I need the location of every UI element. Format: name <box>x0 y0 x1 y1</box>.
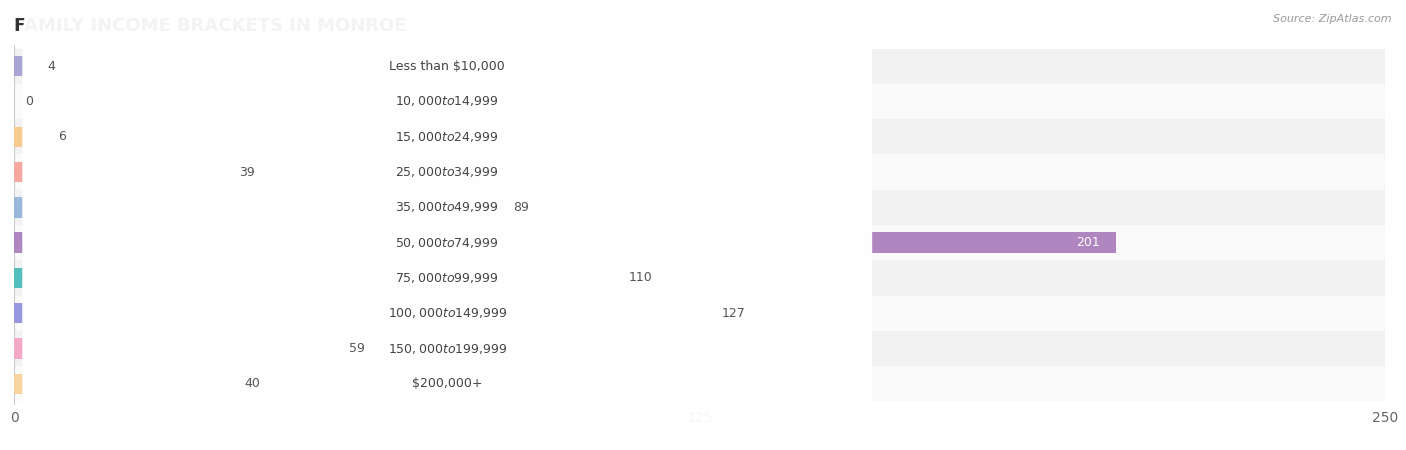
FancyBboxPatch shape <box>22 322 872 446</box>
Bar <box>14 366 1385 401</box>
Bar <box>14 296 1385 331</box>
Text: Less than $10,000: Less than $10,000 <box>389 60 505 73</box>
Bar <box>14 232 1116 253</box>
FancyBboxPatch shape <box>22 287 872 410</box>
Text: 59: 59 <box>349 342 364 355</box>
Bar <box>14 197 502 218</box>
FancyBboxPatch shape <box>22 216 872 340</box>
Bar <box>14 338 337 359</box>
Text: $35,000 to $49,999: $35,000 to $49,999 <box>395 200 499 214</box>
Bar <box>14 260 1385 296</box>
Text: $100,000 to $149,999: $100,000 to $149,999 <box>388 306 508 320</box>
FancyBboxPatch shape <box>22 75 872 199</box>
Bar <box>14 56 37 76</box>
Text: Source: ZipAtlas.com: Source: ZipAtlas.com <box>1274 14 1392 23</box>
Bar <box>14 225 1385 260</box>
FancyBboxPatch shape <box>22 40 872 163</box>
Bar <box>14 49 1385 84</box>
Bar <box>14 119 1385 154</box>
Text: 0: 0 <box>25 95 32 108</box>
Text: 40: 40 <box>245 377 260 390</box>
Bar <box>14 154 1385 190</box>
FancyBboxPatch shape <box>22 110 872 234</box>
Text: $75,000 to $99,999: $75,000 to $99,999 <box>395 271 499 285</box>
Text: $50,000 to $74,999: $50,000 to $74,999 <box>395 236 499 250</box>
Text: $150,000 to $199,999: $150,000 to $199,999 <box>388 342 508 356</box>
Text: $200,000+: $200,000+ <box>412 377 482 390</box>
Text: 39: 39 <box>239 166 254 179</box>
FancyBboxPatch shape <box>22 251 872 375</box>
Bar <box>14 190 1385 225</box>
Text: 110: 110 <box>628 271 652 284</box>
Bar <box>14 162 228 182</box>
Text: FAMILY INCOME BRACKETS IN MONROE: FAMILY INCOME BRACKETS IN MONROE <box>14 17 406 35</box>
Text: 6: 6 <box>58 130 66 143</box>
Text: 127: 127 <box>721 307 745 320</box>
FancyBboxPatch shape <box>22 181 872 305</box>
Text: $15,000 to $24,999: $15,000 to $24,999 <box>395 130 499 144</box>
Text: 201: 201 <box>1076 236 1099 249</box>
Text: $10,000 to $14,999: $10,000 to $14,999 <box>395 94 499 108</box>
Bar <box>14 84 1385 119</box>
Text: $25,000 to $34,999: $25,000 to $34,999 <box>395 165 499 179</box>
FancyBboxPatch shape <box>22 145 872 269</box>
Text: 4: 4 <box>46 60 55 73</box>
Bar <box>14 303 710 324</box>
Bar <box>14 268 617 288</box>
Bar <box>14 374 233 394</box>
FancyBboxPatch shape <box>22 4 872 128</box>
Bar <box>14 331 1385 366</box>
Bar <box>14 126 46 147</box>
Text: 89: 89 <box>513 201 529 214</box>
